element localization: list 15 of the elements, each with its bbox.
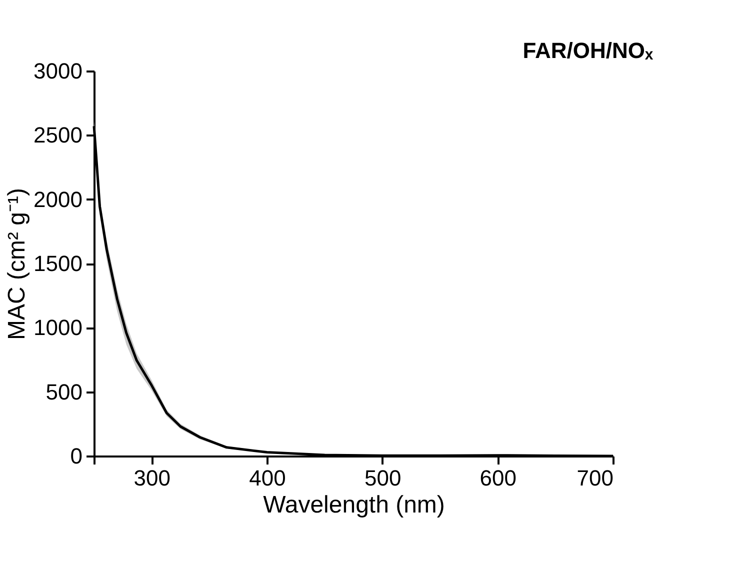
x-tick-label: 400	[249, 466, 286, 490]
y-tick-label: 0	[70, 444, 82, 468]
x-tick-label: 700	[576, 466, 614, 490]
chart-title: FAR/OH/NOₓ	[522, 38, 654, 63]
y-tick-label: 3000	[34, 58, 82, 84]
y-tick-label: 1000	[34, 315, 82, 340]
x-tick-label: 300	[134, 466, 171, 490]
y-tick-label: 1500	[34, 251, 82, 276]
y-tick-label: 500	[46, 379, 82, 404]
x-tick-label: 500	[364, 466, 402, 490]
x-tick-label: 600	[480, 466, 517, 490]
y-tick-label: 2000	[34, 186, 82, 212]
y-axis-title: MAC (cm² g⁻¹)	[4, 188, 31, 340]
x-axis-title: Wavelength (nm)	[263, 492, 445, 518]
y-tick-label: 2500	[34, 122, 82, 148]
